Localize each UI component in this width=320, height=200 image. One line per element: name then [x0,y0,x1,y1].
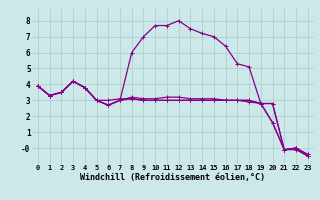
X-axis label: Windchill (Refroidissement éolien,°C): Windchill (Refroidissement éolien,°C) [80,173,265,182]
